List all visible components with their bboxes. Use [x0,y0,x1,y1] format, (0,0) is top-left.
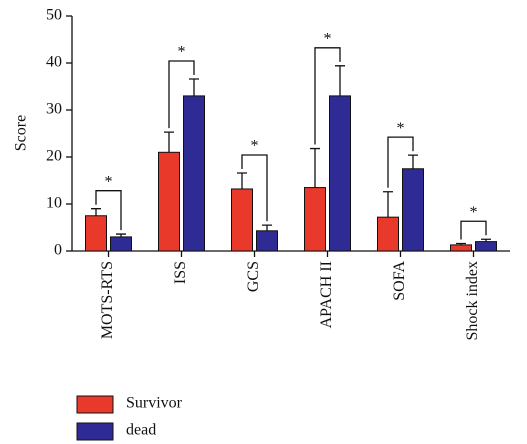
significance-bracket [168,60,195,129]
bar [85,215,107,252]
bar [475,241,497,252]
significance-bracket [241,154,268,222]
error-bar [116,233,126,237]
x-tick-label: ISS [172,261,189,284]
bar [402,168,424,252]
y-tick-label: 10 [46,195,62,212]
significance-bracket [387,136,414,188]
significance-label: * [470,204,478,221]
legend-label: dead [126,422,156,439]
bar [256,230,278,252]
bar [158,151,180,252]
bar [231,188,253,252]
x-tick-label: GCS [245,261,262,292]
significance-bracket [314,47,341,145]
error-bar [262,224,272,231]
significance-label: * [397,120,405,137]
error-bar [408,154,418,169]
significance-label: * [324,30,332,47]
x-tick-label: Shock index [464,261,481,341]
error-bar [481,238,491,242]
bar [450,244,472,252]
y-tick-label: 50 [46,7,62,24]
bar [183,95,205,252]
error-bar [237,172,247,189]
significance-bracket [460,220,487,240]
y-axis-label: Score [13,115,30,151]
significance-bracket [95,190,122,231]
y-tick-label: 40 [46,54,62,71]
error-bar [310,147,320,188]
error-bar [335,65,345,96]
error-bar [383,191,393,218]
x-tick-label: APACH II [318,261,335,328]
significance-label: * [251,138,259,155]
error-bar [91,208,101,216]
legend-swatch [76,422,114,441]
significance-label: * [105,173,113,190]
bar [377,216,399,252]
bar [304,187,326,252]
x-tick-label: SOFA [391,261,408,301]
bar [110,236,132,252]
y-tick-label: 30 [46,101,62,118]
legend-label: Survivor [126,395,183,412]
error-bar [456,242,466,245]
x-tick-label: MOTS-RTS [99,261,116,339]
bar [329,95,351,252]
significance-label: * [178,44,186,61]
legend-swatch [76,395,114,414]
y-tick-label: 20 [46,148,62,165]
error-bar [189,78,199,96]
error-bar [164,131,174,153]
y-tick-label: 0 [54,242,62,259]
